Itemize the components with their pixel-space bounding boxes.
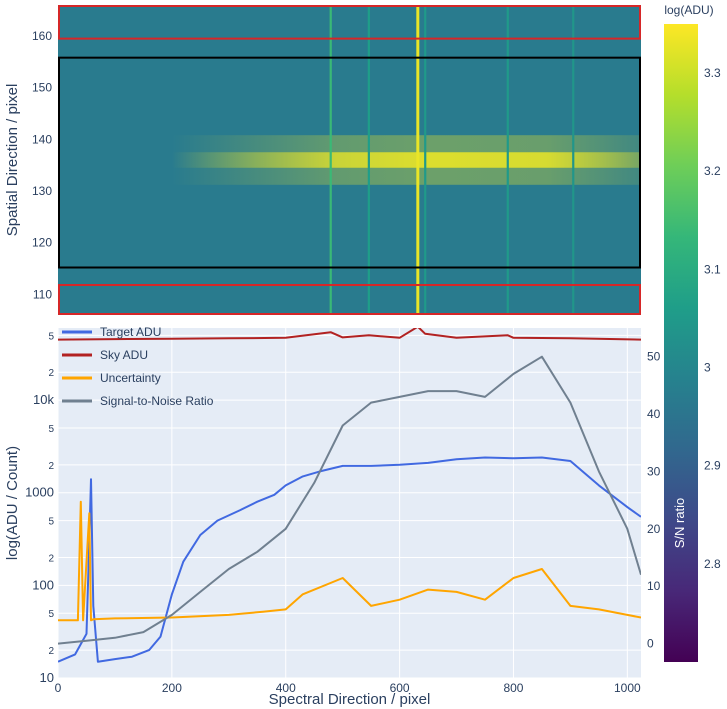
colorbar-tick-label: 3.3: [704, 66, 721, 80]
sky-line: [329, 5, 332, 315]
heatmap-y-tick-label: 130: [32, 184, 52, 198]
region-boxes: [58, 5, 641, 315]
plot-background: [58, 328, 641, 678]
colorbar-tick-label: 3.2: [704, 164, 721, 178]
heatmap-y-tick-label: 110: [33, 287, 52, 301]
heatmap-y-tick-label: 150: [32, 81, 52, 95]
y-tick-label: 2: [48, 461, 54, 472]
x-tick-label: 600: [390, 681, 410, 695]
colorbar-gradient: [664, 24, 698, 662]
x-tick-label: 800: [503, 681, 523, 695]
colorbar-tick-label: 2.9: [704, 459, 721, 473]
region-box-sky-lower: [58, 284, 641, 315]
y2-tick-label: 0: [647, 637, 654, 651]
heatmap-y-ticks: 110 120 130 140 150 160: [32, 29, 52, 301]
y-tick-label: 100: [32, 577, 54, 592]
y-tick-label: 2: [48, 553, 54, 564]
heatmap-y-tick-label: 120: [32, 236, 52, 250]
legend-label: Sky ADU: [100, 348, 148, 362]
heatmap-y-axis-title: Spatial Direction / pixel: [4, 84, 21, 237]
heatmap-panel: 110 120 130 140 150 160 Spatial Direction / p…: [4, 5, 641, 315]
y-tick-label: 2: [48, 646, 54, 657]
y-tick-label: 5: [48, 331, 54, 342]
y-tick-label: 2: [48, 368, 54, 379]
y2-tick-label: 20: [647, 522, 661, 536]
series-line-sky-adu: [58, 328, 641, 341]
series-lines: [58, 328, 641, 663]
colorbar-title: log(ADU): [664, 3, 713, 17]
legend-label: Uncertainty: [100, 371, 161, 385]
y2-tick-label: 50: [647, 350, 661, 364]
sky-line: [416, 5, 420, 315]
y2-ticks: 0 10 20 30 40 50: [647, 350, 661, 651]
object-trace: [171, 152, 641, 168]
x-axis-title: Spectral Direction / pixel: [269, 691, 431, 708]
y-tick-label: 5: [48, 424, 54, 435]
sky-line: [367, 5, 370, 315]
colorbar-tick-label: 2.8: [704, 557, 721, 571]
x-tick-label: 1000: [614, 681, 641, 695]
region-box-target: [58, 56, 641, 269]
y2-axis-title: S/N ratio: [672, 498, 687, 549]
y-tick-label: 10k: [33, 392, 54, 407]
region-box-sky-upper: [58, 5, 641, 40]
y-axis-title: log(ADU / Count): [4, 446, 21, 560]
legend-label: Signal-to-Noise Ratio: [100, 394, 214, 408]
heatmap-image: [58, 5, 641, 315]
y-tick-label: 5: [48, 609, 54, 620]
y-tick-label: 10: [40, 670, 54, 685]
series-line-uncertainty: [58, 500, 641, 622]
x-ticks: 0 200 400 600 800 1000: [55, 681, 641, 695]
x-tick-label: 400: [276, 681, 296, 695]
y-ticks: 10 2 5 100 2 5 1000 2 5 10k 2 5: [25, 331, 54, 685]
y2-tick-label: 40: [647, 407, 661, 421]
x-tick-label: 200: [162, 681, 182, 695]
series-line-signal-to-noise-ratio: [58, 355, 641, 645]
colorbar-tick-label: 3.1: [704, 262, 721, 276]
series-line-target-adu: [58, 456, 641, 663]
x-tick-label: 0: [55, 681, 62, 695]
sky-line: [572, 5, 575, 315]
heatmap-y-tick-label: 140: [32, 132, 52, 146]
colorbar-ticks: 2.8 2.9 3 3.1 3.2 3.3: [704, 66, 721, 571]
colorbar-tick-label: 3: [704, 361, 711, 375]
sky-line: [424, 5, 427, 315]
heatmap-y-tick-label: 160: [32, 29, 52, 43]
y-tick-label: 1000: [25, 485, 54, 500]
legend[interactable]: Target ADU Sky ADU Uncertainty Signal-to-No…: [62, 325, 214, 408]
colorbar[interactable]: 2.8 2.9 3 3.1 3.2 3.3 log(ADU): [664, 3, 721, 662]
legend-label: Target ADU: [100, 325, 161, 339]
y2-tick-label: 10: [647, 579, 661, 593]
y2-tick-label: 30: [647, 464, 661, 478]
y-tick-label: 5: [48, 517, 54, 528]
sky-line: [506, 5, 509, 315]
